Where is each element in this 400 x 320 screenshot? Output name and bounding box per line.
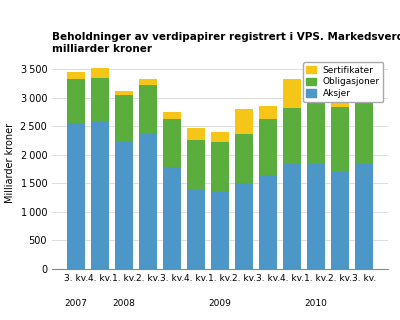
Bar [307,164,325,269]
Y-axis label: Milliarder kroner: Milliarder kroner [5,123,15,203]
Bar [283,108,301,164]
Bar [259,175,277,269]
Bar [259,119,277,175]
Bar [211,132,229,142]
Bar [307,99,325,164]
Text: Beholdninger av verdipapirer registrert i VPS. Markedsverdier i
milliarder krone: Beholdninger av verdipapirer registrert … [52,32,400,54]
Bar [163,112,181,119]
Bar [235,133,253,183]
Bar [91,122,109,269]
Bar [139,133,157,269]
Bar [283,79,301,108]
Bar [67,79,85,123]
Bar [355,164,373,269]
Bar [163,119,181,167]
Bar [67,123,85,269]
Bar [67,72,85,79]
Text: 2008: 2008 [113,299,136,308]
Bar [115,142,133,269]
Bar [211,192,229,269]
Bar [235,109,253,133]
Bar [139,85,157,133]
Text: 2009: 2009 [208,299,232,308]
Bar [283,164,301,269]
Bar [307,78,325,99]
Bar [115,95,133,142]
Text: 2010: 2010 [304,299,327,308]
Bar [211,142,229,192]
Bar [355,100,373,164]
Bar [115,91,133,95]
Bar [331,172,349,269]
Bar [187,189,205,269]
Bar [91,78,109,122]
Bar [139,79,157,85]
Bar [355,72,373,100]
Text: 2007: 2007 [65,299,88,308]
Bar [259,106,277,119]
Bar [187,128,205,140]
Bar [331,81,349,107]
Legend: Sertifikater, Obligasjoner, Aksjer: Sertifikater, Obligasjoner, Aksjer [303,62,384,102]
Bar [91,68,109,78]
Bar [235,183,253,269]
Bar [163,167,181,269]
Bar [187,140,205,189]
Bar [331,107,349,172]
